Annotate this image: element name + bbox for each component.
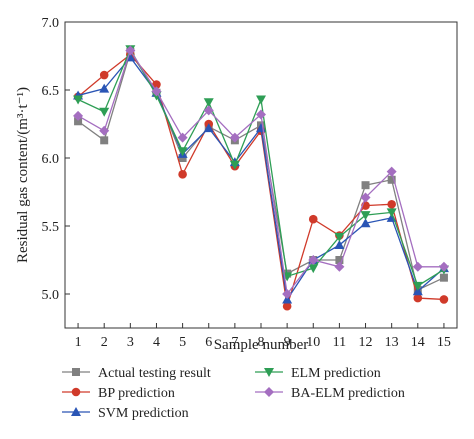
data-point [439, 295, 449, 304]
legend-item: Actual testing result [62, 366, 211, 381]
legend-item: BA-ELM prediction [255, 386, 405, 401]
x-tick-label: 8 [258, 335, 265, 350]
data-point [412, 281, 423, 291]
data-point [334, 240, 345, 250]
y-tick-label: 6.5 [42, 84, 60, 99]
data-point [360, 192, 371, 203]
data-point [203, 105, 214, 116]
legend-marker [71, 407, 81, 416]
data-point [177, 147, 188, 157]
data-point [308, 255, 319, 265]
data-point [229, 160, 240, 170]
x-tick-label: 10 [306, 335, 320, 350]
data-point [438, 261, 449, 272]
data-point [335, 256, 344, 264]
x-tick-label: 1 [75, 335, 82, 350]
legend-item: SVM prediction [62, 406, 189, 421]
x-tick-label: 3 [127, 335, 134, 350]
legend-label: BP prediction [98, 386, 175, 401]
data-point [282, 301, 292, 311]
data-point [177, 132, 188, 143]
x-axis: 1 2 3 4 5 6 7 8 9 10 11 12 13 14 15 [75, 323, 451, 350]
data-point [387, 199, 396, 209]
data-point [99, 83, 110, 93]
data-point [361, 181, 370, 190]
data-point [229, 132, 240, 143]
data-point [151, 86, 162, 97]
data-point [282, 289, 293, 299]
data-point [99, 107, 110, 117]
series-layer [73, 45, 449, 311]
y-tick-label: 5.0 [42, 288, 60, 303]
x-tick-label: 7 [231, 335, 238, 350]
x-tick-label: 6 [205, 335, 212, 350]
data-point [125, 45, 136, 56]
data-point [386, 208, 397, 218]
y-tick-label: 5.5 [42, 220, 60, 235]
x-tick-label: 13 [385, 335, 399, 350]
data-point [99, 70, 109, 80]
data-point [334, 232, 345, 242]
legend-marker [72, 368, 80, 376]
y-tick-label: 7.0 [42, 16, 60, 31]
legend-marker [264, 368, 274, 377]
x-tick-label: 2 [101, 335, 108, 350]
data-point [412, 261, 423, 272]
legend-marker [71, 387, 81, 397]
legend-label: SVM prediction [98, 406, 189, 421]
data-point [360, 218, 371, 228]
data-point [152, 80, 161, 89]
series-4 [73, 45, 449, 299]
data-point [308, 264, 319, 274]
series-line [77, 47, 445, 287]
data-point [308, 214, 318, 224]
data-point [386, 166, 397, 177]
x-axis-label: Sample number [214, 337, 309, 353]
data-point [100, 136, 109, 145]
y-axis-label: Residual gas content/(m³·t⁻¹) [15, 87, 31, 263]
x-tick-label: 15 [437, 335, 451, 350]
legend-label: BA-ELM prediction [291, 386, 405, 401]
data-point [74, 117, 83, 126]
y-tick-label: 6.0 [42, 152, 60, 167]
data-point [73, 95, 84, 105]
y-axis: 5.0 5.5 6.0 6.5 7.0 [42, 16, 70, 303]
data-point [439, 273, 448, 282]
legend: Actual testing result BP prediction SVM pr… [62, 366, 405, 421]
data-point [73, 110, 84, 121]
data-point [178, 154, 187, 162]
data-point [413, 293, 423, 303]
data-point [178, 170, 187, 179]
x-tick-label: 14 [411, 335, 425, 350]
legend-label: ELM prediction [291, 366, 381, 381]
legend-item: ELM prediction [255, 366, 381, 381]
data-point [334, 261, 345, 272]
legend-item: BP prediction [62, 386, 175, 401]
x-tick-label: 5 [179, 335, 186, 350]
x-tick-label: 11 [333, 335, 346, 350]
data-point [99, 125, 110, 136]
x-tick-label: 4 [153, 335, 160, 350]
data-point [256, 109, 266, 120]
data-point [256, 95, 266, 105]
data-point [203, 98, 214, 108]
legend-label: Actual testing result [98, 366, 211, 381]
plot-frame [64, 21, 458, 329]
x-tick-label: 9 [284, 335, 291, 350]
data-point [203, 123, 214, 133]
x-tick-label: 12 [359, 335, 373, 350]
data-point [360, 211, 371, 221]
data-point [387, 175, 396, 184]
legend-marker [264, 387, 274, 397]
